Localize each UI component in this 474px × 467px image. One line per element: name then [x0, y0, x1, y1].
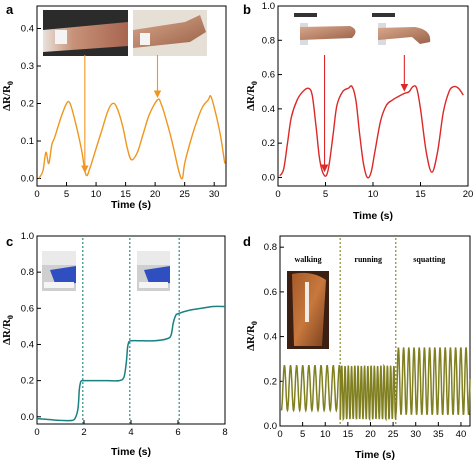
y-tick-label-d-2: 0.4 — [264, 332, 277, 343]
x-tick-label-b-0: 0 — [275, 189, 280, 200]
x-tick-label-a-2: 10 — [91, 189, 102, 200]
x-tick-label-a-3: 15 — [120, 189, 131, 200]
phase-label-1: running — [354, 255, 382, 264]
panel-label-c: c — [6, 234, 13, 249]
panel-label-d: d — [243, 234, 251, 249]
y-axis-label-d: ΔR/R0 — [245, 321, 259, 351]
x-tick-label-d-0: 0 — [277, 429, 282, 440]
photo-arm-straight — [43, 10, 128, 56]
x-tick-label-a-0: 0 — [34, 189, 39, 200]
phase-label-0: walking — [294, 255, 321, 264]
plot-frame-d — [279, 235, 471, 427]
plot-frame-a — [36, 5, 227, 187]
x-tick-label-d-4: 20 — [365, 429, 376, 440]
photo-wrist-bent — [369, 10, 434, 54]
photo-finger-press-2 — [137, 251, 170, 291]
y-tick-label-c-2: 0.4 — [21, 339, 34, 350]
x-tick-label-d-2: 10 — [320, 429, 331, 440]
y-tick-label-c-0: 0.0 — [21, 412, 34, 423]
y-tick-label-a-0: 0.0 — [21, 174, 34, 185]
panel-label-a: a — [6, 2, 14, 17]
series-line-d — [280, 347, 471, 422]
x-tick-label-d-7: 35 — [433, 429, 444, 440]
y-tick-label-c-3: 0.6 — [21, 303, 34, 314]
x-tick-label-a-4: 20 — [150, 189, 161, 200]
x-tick-label-d-6: 30 — [410, 429, 421, 440]
y-tick-label-a-1: 0.1 — [21, 136, 34, 147]
photo-wrist-straight — [293, 10, 359, 54]
photo-arm-bent — [133, 10, 207, 56]
series-line-a — [38, 95, 226, 180]
x-axis-label-c: Time (s) — [111, 446, 151, 458]
x-tick-label-d-8: 40 — [456, 429, 467, 440]
panel-b: b 0 5 10 15 20 0.0 0.2 0.4 0.6 0.8 1.0 Time (s) ΔR… — [243, 1, 473, 222]
y-tick-label-c-1: 0.2 — [21, 376, 34, 387]
x-tick-label-d-1: 5 — [300, 429, 305, 440]
y-axis-label-c: ΔR/R0 — [1, 315, 15, 345]
photo-knee-sensor — [287, 271, 329, 349]
y-tick-label-c-4: 0.8 — [21, 267, 34, 278]
x-tick-label-a-6: 30 — [209, 189, 220, 200]
x-tick-label-b-3: 15 — [415, 189, 426, 200]
series-line-c — [36, 305, 226, 422]
y-tick-label-b-5: 1.0 — [262, 1, 275, 12]
y-tick-label-d-1: 0.2 — [264, 376, 277, 387]
y-tick-label-b-1: 0.2 — [262, 138, 275, 149]
svg-text:ΔR/R0: ΔR/R0 — [1, 315, 15, 345]
series-line-b — [279, 85, 464, 179]
x-tick-label-c-1: 2 — [81, 427, 86, 438]
y-tick-label-a-2: 0.2 — [21, 99, 34, 110]
x-tick-label-c-2: 4 — [128, 427, 133, 438]
y-tick-label-d-3: 0.6 — [264, 287, 277, 298]
x-tick-label-d-5: 25 — [388, 429, 399, 440]
panel-c: c 0 2 4 6 8 0.0 0.2 0.4 0.6 0.8 1.0 Time (s) ΔR/R0 — [1, 231, 228, 458]
x-axis-label-d: Time (s) — [355, 449, 395, 461]
y-axis-label-b: ΔR/R0 — [245, 81, 259, 111]
photo-finger-press-1 — [42, 251, 76, 291]
x-tick-label-c-3: 6 — [175, 427, 180, 438]
x-tick-label-b-4: 20 — [463, 189, 474, 200]
phase-label-2: squatting — [413, 255, 445, 264]
y-tick-label-c-5: 1.0 — [21, 231, 34, 242]
x-tick-label-c-4: 8 — [222, 427, 227, 438]
y-tick-label-b-2: 0.4 — [262, 104, 275, 115]
x-tick-label-a-1: 5 — [64, 189, 69, 200]
y-tick-label-d-4: 0.8 — [264, 242, 277, 253]
panel-a: a 0 5 10 15 20 25 30 0.0 0.1 0.2 0.3 0.4 Time (s) Δ… — [1, 2, 227, 211]
x-axis-label-b: Time (s) — [353, 210, 393, 222]
y-tick-label-b-0: 0.0 — [262, 172, 275, 183]
x-axis-label-a: Time (s) — [111, 199, 151, 211]
svg-text:ΔR/R0: ΔR/R0 — [245, 81, 259, 111]
panel-label-b: b — [243, 2, 251, 17]
panel-d: d walking running squatting 0 5 10 15 20 25 30 35… — [243, 234, 471, 461]
y-tick-label-a-3: 0.3 — [21, 61, 34, 72]
y-tick-label-d-0: 0.0 — [264, 421, 277, 432]
y-tick-label-a-4: 0.4 — [21, 24, 34, 35]
x-tick-label-d-3: 15 — [343, 429, 354, 440]
x-tick-label-a-5: 25 — [179, 189, 190, 200]
x-tick-label-b-1: 5 — [323, 189, 328, 200]
y-tick-label-b-3: 0.6 — [262, 70, 275, 81]
svg-text:ΔR/R0: ΔR/R0 — [245, 321, 259, 351]
y-axis-label-a: ΔR/R0 — [1, 81, 15, 111]
y-tick-label-b-4: 0.8 — [262, 35, 275, 46]
svg-text:ΔR/R0: ΔR/R0 — [1, 81, 15, 111]
x-tick-label-c-0: 0 — [34, 427, 39, 438]
x-tick-label-b-2: 10 — [368, 189, 379, 200]
